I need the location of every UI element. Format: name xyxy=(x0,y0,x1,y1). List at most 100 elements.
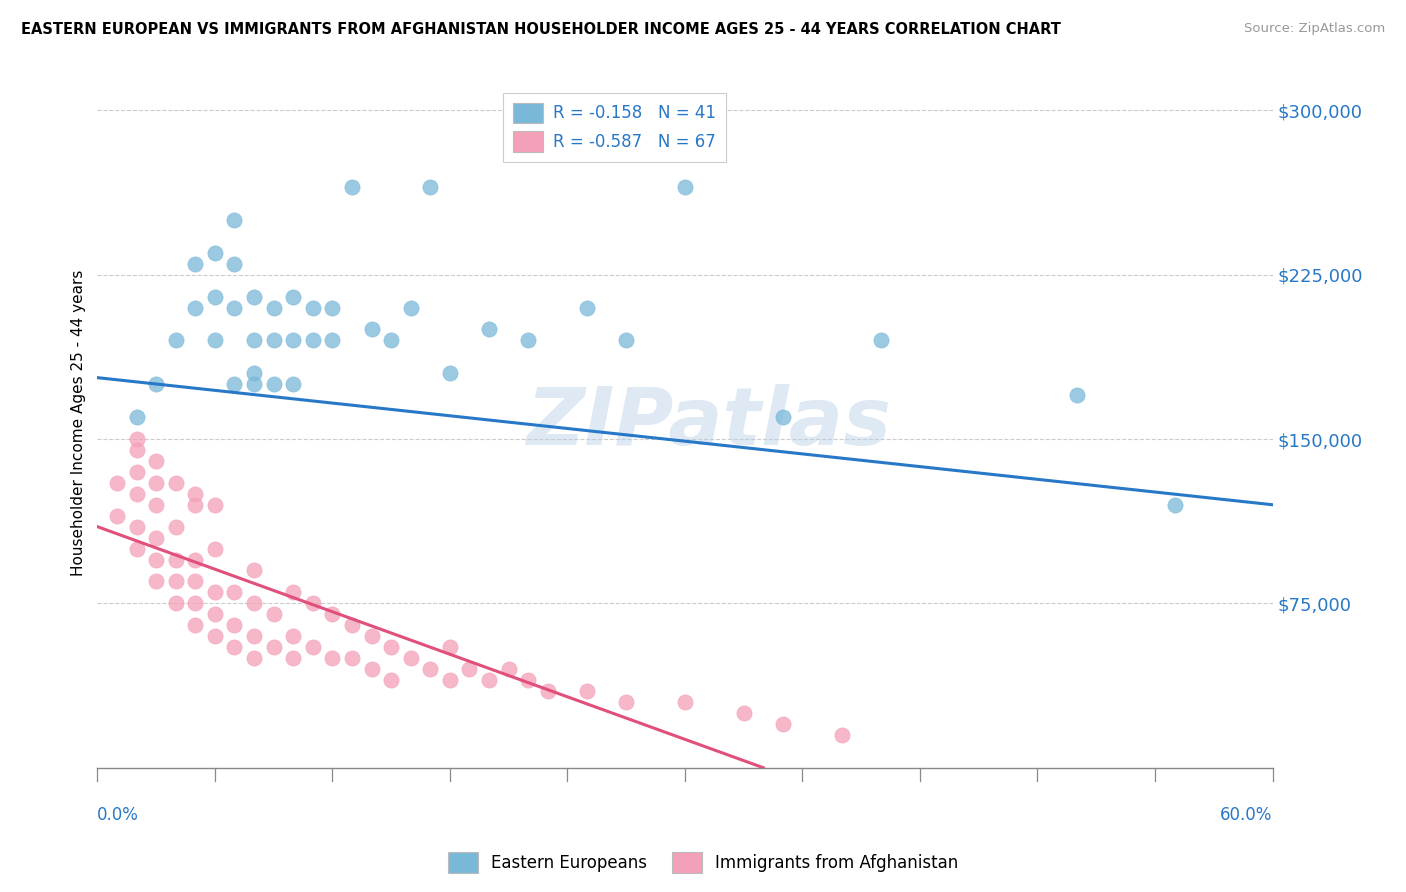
Point xyxy=(283,585,305,599)
Point xyxy=(614,695,637,709)
Point xyxy=(125,541,148,556)
Point xyxy=(263,640,285,655)
Legend: Eastern Europeans, Immigrants from Afghanistan: Eastern Europeans, Immigrants from Afgha… xyxy=(441,846,965,880)
Point xyxy=(165,552,187,566)
Point xyxy=(224,640,246,655)
Point xyxy=(340,651,363,665)
Point xyxy=(125,442,148,457)
Point xyxy=(399,651,422,665)
Point xyxy=(321,651,343,665)
Point xyxy=(165,475,187,490)
Point xyxy=(283,629,305,643)
Y-axis label: Householder Income Ages 25 - 44 years: Householder Income Ages 25 - 44 years xyxy=(72,269,86,575)
Point xyxy=(772,717,794,731)
Point xyxy=(439,640,461,655)
Point xyxy=(224,585,246,599)
Point xyxy=(184,618,207,632)
Point xyxy=(360,322,382,336)
Point xyxy=(380,334,402,348)
Point xyxy=(243,629,266,643)
Point xyxy=(145,531,167,545)
Point xyxy=(283,377,305,392)
Text: ZIPatlas: ZIPatlas xyxy=(526,384,891,461)
Point xyxy=(145,574,167,589)
Point xyxy=(478,673,501,687)
Point xyxy=(340,618,363,632)
Point xyxy=(184,257,207,271)
Point xyxy=(145,377,167,392)
Point xyxy=(439,673,461,687)
Point xyxy=(224,257,246,271)
Point xyxy=(105,508,128,523)
Point xyxy=(458,662,481,676)
Point xyxy=(224,377,246,392)
Point xyxy=(125,410,148,425)
Point xyxy=(125,487,148,501)
Point xyxy=(301,596,323,610)
Point xyxy=(517,673,540,687)
Point xyxy=(360,662,382,676)
Point xyxy=(165,519,187,533)
Point xyxy=(224,212,246,227)
Point xyxy=(263,301,285,315)
Point xyxy=(1066,388,1088,402)
Point xyxy=(419,180,441,194)
Point xyxy=(184,301,207,315)
Point xyxy=(243,564,266,578)
Point xyxy=(165,334,187,348)
Point xyxy=(243,289,266,303)
Point xyxy=(204,585,226,599)
Point xyxy=(243,366,266,380)
Point xyxy=(321,607,343,622)
Point xyxy=(614,334,637,348)
Point xyxy=(673,180,696,194)
Point xyxy=(165,574,187,589)
Point xyxy=(283,651,305,665)
Point xyxy=(283,289,305,303)
Point xyxy=(184,574,207,589)
Point xyxy=(517,334,540,348)
Text: EASTERN EUROPEAN VS IMMIGRANTS FROM AFGHANISTAN HOUSEHOLDER INCOME AGES 25 - 44 : EASTERN EUROPEAN VS IMMIGRANTS FROM AFGH… xyxy=(21,22,1062,37)
Point xyxy=(105,475,128,490)
Text: 0.0%: 0.0% xyxy=(97,805,139,823)
Point xyxy=(224,618,246,632)
Point xyxy=(125,519,148,533)
Point xyxy=(204,334,226,348)
Point xyxy=(283,334,305,348)
Point xyxy=(360,629,382,643)
Point xyxy=(419,662,441,676)
Point xyxy=(301,334,323,348)
Point xyxy=(145,475,167,490)
Point xyxy=(184,487,207,501)
Point xyxy=(243,596,266,610)
Point xyxy=(204,629,226,643)
Point xyxy=(243,377,266,392)
Point xyxy=(125,465,148,479)
Point xyxy=(399,301,422,315)
Point xyxy=(263,334,285,348)
Point xyxy=(204,541,226,556)
Point xyxy=(243,651,266,665)
Point xyxy=(380,673,402,687)
Point xyxy=(204,245,226,260)
Point xyxy=(831,728,853,742)
Point xyxy=(243,334,266,348)
Point xyxy=(145,454,167,468)
Point xyxy=(673,695,696,709)
Point xyxy=(478,322,501,336)
Point xyxy=(380,640,402,655)
Point xyxy=(224,301,246,315)
Text: Source: ZipAtlas.com: Source: ZipAtlas.com xyxy=(1244,22,1385,36)
Point xyxy=(301,301,323,315)
Text: 60.0%: 60.0% xyxy=(1220,805,1272,823)
Point xyxy=(498,662,520,676)
Point xyxy=(184,596,207,610)
Point xyxy=(321,301,343,315)
Point xyxy=(439,366,461,380)
Point xyxy=(184,498,207,512)
Point xyxy=(125,432,148,446)
Point xyxy=(772,410,794,425)
Point xyxy=(869,334,891,348)
Point xyxy=(733,706,755,720)
Point xyxy=(184,552,207,566)
